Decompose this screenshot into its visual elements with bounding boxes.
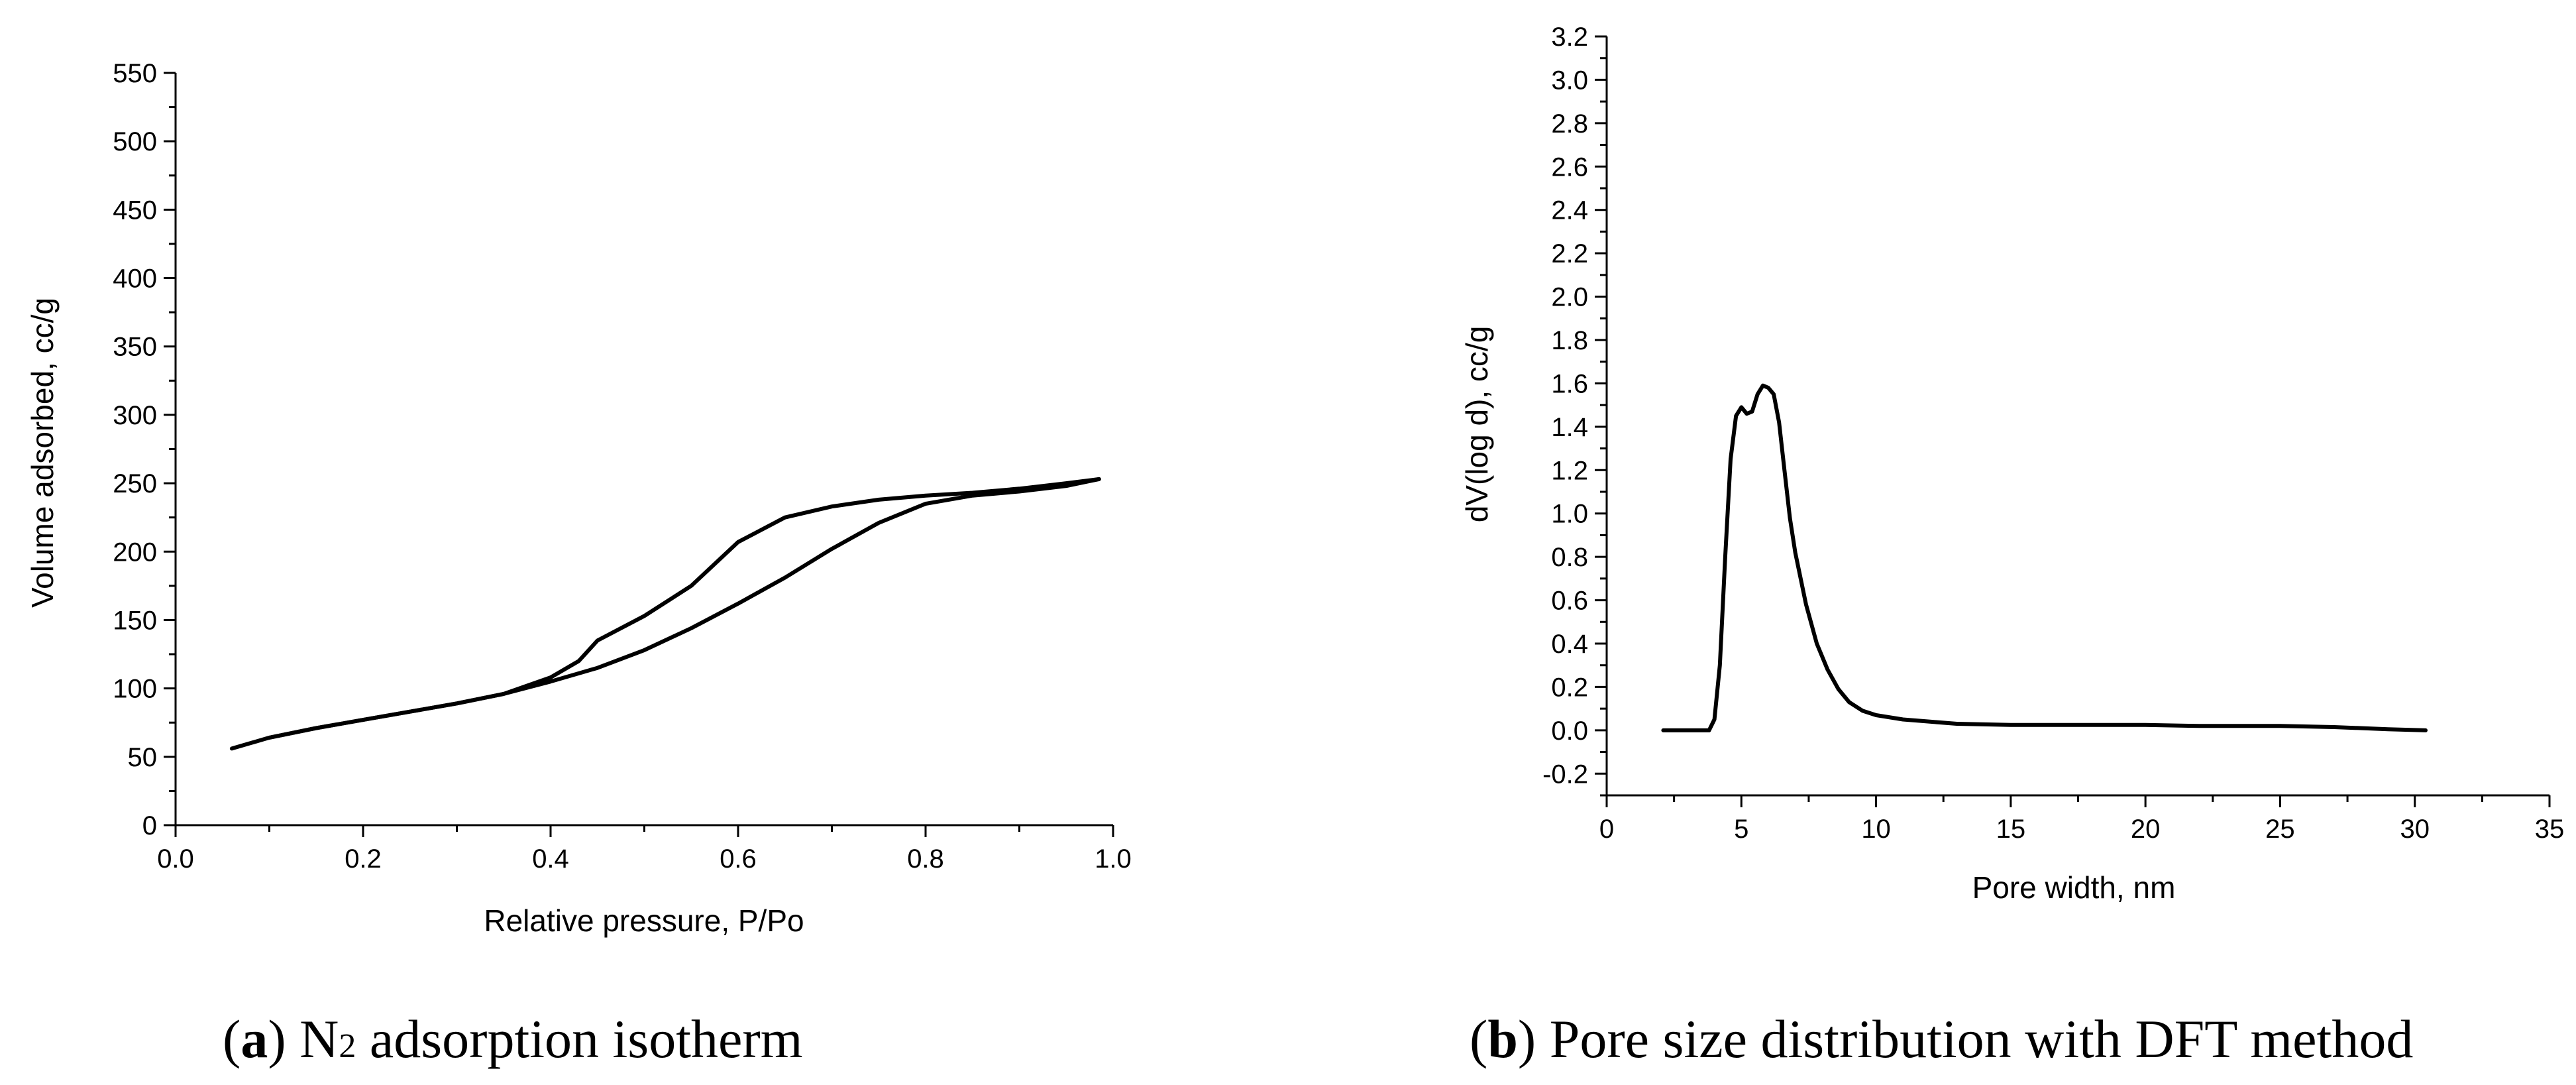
chart-b-x-tick-label: 25: [2265, 815, 2295, 844]
chart-a-series: [229, 477, 1101, 751]
chart-a-x-tick-label: 0.8: [907, 844, 944, 874]
chart-b-series-pore-size-distribution: [1661, 383, 2428, 732]
chart-a-x-tick-label: 1.0: [1095, 844, 1132, 874]
chart-b-series: [1661, 383, 2428, 732]
chart-a-y-tick-label: 200: [113, 538, 157, 567]
chart-b-x-tick-label: 0: [1599, 815, 1614, 844]
chart-b-y-tick-label: 3.0: [1551, 66, 1588, 95]
chart-b: -0.2 0.0 0.2 0.4 0.6 0.8 1.0 1.2 1.4 1.6 1.8 2.0 2.2…: [1460, 23, 2564, 1069]
chart-b-x-tick-label: 30: [2400, 815, 2430, 844]
chart-b-x-tick-label: 10: [1861, 815, 1891, 844]
chart-a: 0 50 100 150 200 250 300 350 400 450 500 550 0.0 0.2…: [25, 59, 1132, 1069]
chart-a-x-axis: 0.0 0.2 0.4 0.6 0.8 1.0: [157, 824, 1132, 874]
chart-b-y-tick-label: 1.6: [1551, 369, 1588, 398]
chart-b-y-tick-label: 1.0: [1551, 500, 1588, 529]
chart-a-series-desorption: [267, 477, 1101, 740]
chart-b-x-tick-label: 15: [1996, 815, 2026, 844]
chart-a-y-tick-label: 100: [113, 675, 157, 704]
chart-a-y-axis: 0 50 100 150 200 250 300 350 400 450 500 550: [113, 59, 177, 840]
chart-a-x-tick-label: 0.6: [720, 844, 757, 874]
chart-b-y-tick-label: 3.2: [1551, 23, 1588, 52]
chart-b-y-tick-label: 2.6: [1551, 152, 1588, 182]
chart-b-y-tick-label: 0.8: [1551, 543, 1588, 572]
chart-b-y-tick-label: 2.2: [1551, 239, 1588, 268]
chart-b-y-tick-label: 2.4: [1551, 196, 1588, 225]
chart-b-y-tick-label: 0.2: [1551, 673, 1588, 702]
chart-b-y-tick-label: 1.8: [1551, 326, 1588, 355]
chart-a-y-tick-label: 300: [113, 401, 157, 430]
chart-a-y-tick-label: 0: [142, 811, 157, 840]
chart-a-series-adsorption: [229, 477, 1101, 751]
chart-a-y-tick-label: 250: [113, 469, 157, 498]
chart-b-y-tick-label: 2.0: [1551, 283, 1588, 312]
chart-a-caption: (a) N2 adsorption isotherm: [223, 1009, 802, 1069]
chart-b-caption: (b) Pore size distribution with DFT meth…: [1470, 1009, 2413, 1069]
chart-b-x-axis: 0 5 10 15 20 25 30 35: [1599, 794, 2565, 844]
chart-b-y-tick-label: 0.6: [1551, 587, 1588, 616]
chart-a-y-tick-label: 450: [113, 196, 157, 225]
chart-a-y-tick-label: 550: [113, 59, 157, 88]
chart-a-x-tick-label: 0.2: [345, 844, 382, 874]
chart-b-y-tick-label: 0.4: [1551, 630, 1588, 659]
chart-b-y-axis: -0.2 0.0 0.2 0.4 0.6 0.8 1.0 1.2 1.4 1.6 1.8 2.0 2.2…: [1542, 23, 1608, 797]
chart-b-y-tick-label: 1.2: [1551, 456, 1588, 485]
chart-b-y-tick-label: -0.2: [1542, 760, 1588, 789]
chart-a-x-tick-label: 0.4: [532, 844, 569, 874]
chart-a-y-tick-label: 500: [113, 127, 157, 156]
chart-a-y-tick-label: 150: [113, 606, 157, 635]
chart-b-x-axis-label: Pore width, nm: [1972, 870, 2176, 905]
chart-b-x-tick-label: 20: [2131, 815, 2161, 844]
chart-b-y-tick-label: 1.4: [1551, 413, 1588, 442]
chart-b-x-tick-label: 5: [1734, 815, 1748, 844]
chart-a-y-tick-label: 400: [113, 264, 157, 294]
chart-b-y-tick-label: 0.0: [1551, 716, 1588, 746]
chart-a-y-axis-label: Volume adsorbed, cc/g: [25, 298, 60, 608]
chart-b-y-axis-label: dV(log d), cc/g: [1460, 326, 1494, 523]
chart-a-x-tick-label: 0.0: [157, 844, 194, 874]
chart-a-y-tick-label: 350: [113, 333, 157, 362]
chart-b-x-tick-label: 35: [2535, 815, 2565, 844]
chart-b-y-tick-label: 2.8: [1551, 109, 1588, 139]
chart-a-x-axis-label: Relative pressure, P/Po: [484, 903, 804, 938]
chart-a-y-tick-label: 50: [128, 743, 158, 772]
